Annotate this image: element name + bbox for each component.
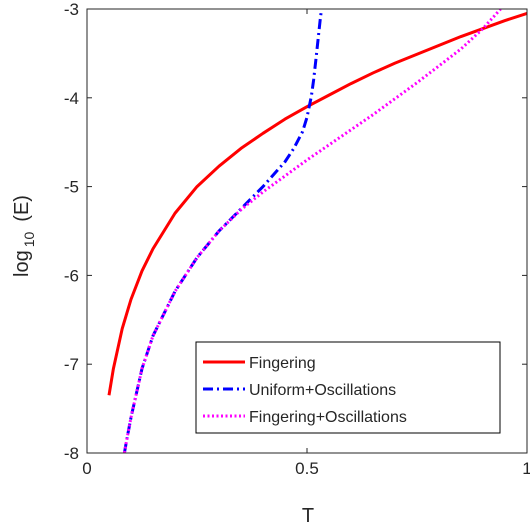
- series-layer: [107, 9, 527, 453]
- y-tick-label: -4: [64, 89, 79, 108]
- series-line-2: [122, 9, 324, 453]
- legend-label-2: Uniform+Oscillations: [249, 382, 396, 399]
- y-tick-label: -5: [64, 178, 79, 197]
- y-tick-label: -8: [64, 444, 79, 463]
- legend-box: [195, 341, 501, 434]
- y-tick-label: -3: [64, 0, 79, 19]
- svg-text:log10(E): log 10 (E): [11, 195, 37, 277]
- x-tick-label: 1: [522, 459, 530, 478]
- legend-label-1: Fingering: [249, 355, 316, 372]
- y-axis-title: log 10 (E): [11, 195, 37, 277]
- legend: Fingering Uniform+Oscillations Fingering+O…: [195, 341, 501, 434]
- x-axis-title: T: [302, 505, 314, 527]
- y-axis-title-main: log: [11, 250, 33, 277]
- x-tick-label: 0: [82, 459, 91, 478]
- series-line-1: [107, 12, 527, 396]
- x-tick-label: 0.5: [295, 459, 319, 478]
- y-axis-title-sub: 10: [21, 231, 37, 247]
- y-tick-label: -7: [64, 355, 79, 374]
- legend-label-3: Fingering+Oscillations: [249, 409, 407, 426]
- ticks-layer: 0 0.5 1 -8 -7 -6 -5 -4 -3: [64, 0, 530, 478]
- y-axis-title-arg: (E): [11, 195, 33, 222]
- y-tick-label: -6: [64, 266, 79, 285]
